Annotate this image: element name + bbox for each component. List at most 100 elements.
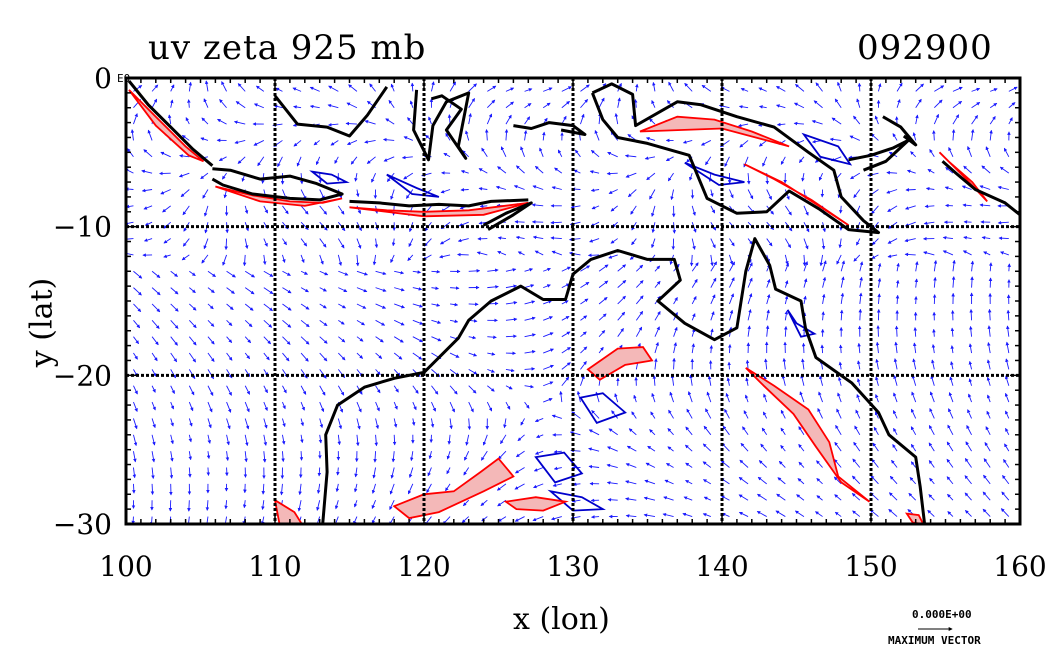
wind-vector (465, 434, 470, 446)
wind-vector (337, 254, 343, 266)
wind-vector (375, 418, 380, 430)
wind-vector (686, 408, 693, 419)
wind-vector (520, 146, 525, 157)
wind-vector (747, 325, 751, 337)
wind-vector (524, 350, 536, 354)
wind-vector (337, 238, 345, 249)
y-tick-label: −30 (53, 508, 112, 541)
wind-vector (126, 237, 134, 241)
wind-vector (756, 493, 767, 501)
wind-vector (356, 221, 362, 232)
wind-vector (729, 277, 735, 288)
wind-vector (951, 276, 956, 288)
wind-vector (160, 151, 171, 158)
wind-vector (766, 309, 770, 321)
wind-vector (625, 172, 637, 178)
wind-vector (598, 280, 609, 288)
wind-vector (575, 149, 581, 158)
wind-vector (702, 461, 712, 468)
wind-vector (610, 238, 618, 244)
wind-vector (431, 385, 439, 395)
wind-vector (543, 300, 553, 305)
wind-vector (1002, 475, 1010, 485)
wind-vector (263, 238, 268, 247)
wind-vector (691, 262, 699, 272)
wind-vector (853, 189, 861, 199)
wind-vector (691, 313, 696, 321)
wind-vector (543, 267, 551, 272)
wind-vector (427, 467, 432, 477)
wind-vector (986, 376, 991, 386)
wind-vector (685, 426, 693, 436)
wind-vector (133, 113, 138, 125)
y-tick-label: −10 (53, 211, 112, 244)
wind-vector (356, 238, 362, 249)
x-tick-label: 160 (993, 550, 1046, 583)
wind-vector (207, 385, 214, 397)
wind-vector (179, 154, 190, 158)
wind-vector (911, 391, 917, 403)
wind-vector (180, 189, 190, 198)
wind-vector (319, 270, 329, 276)
wind-vector (133, 385, 138, 395)
wind-vector (590, 150, 600, 158)
wind-vector (803, 238, 809, 250)
wind-vector (133, 451, 137, 463)
wind-vector (946, 458, 954, 468)
wind-vector (852, 510, 861, 517)
wind-vector (610, 205, 618, 212)
wind-vector (476, 251, 488, 256)
positive-contour-sumatra_w (128, 89, 205, 163)
wind-vector (682, 140, 693, 144)
wind-vector (887, 205, 898, 212)
wind-vector (952, 259, 956, 272)
wind-vector (758, 87, 767, 92)
wind-vector (390, 83, 395, 92)
wind-vector (524, 401, 530, 409)
wind-vector (725, 392, 730, 403)
wind-vector (705, 156, 712, 166)
wind-vector (905, 188, 916, 192)
wind-vector (207, 336, 215, 345)
wind-vector (244, 418, 250, 430)
wind-vector (505, 368, 515, 373)
wind-vector (500, 434, 507, 445)
wind-vector (281, 434, 286, 445)
wind-vector (665, 156, 674, 162)
wind-vector (207, 369, 214, 380)
wind-vector (855, 409, 861, 419)
wind-vector (670, 189, 675, 201)
wind-vector (858, 308, 863, 321)
wind-vector (316, 483, 321, 494)
wind-vector (181, 254, 190, 261)
wind-vector (468, 269, 481, 273)
wind-vector (738, 477, 749, 485)
positive-contour-wa_interior (392, 457, 515, 520)
coastlines (127, 80, 1020, 524)
negative-contour-arafura (684, 161, 745, 186)
wind-vector (334, 516, 339, 524)
wind-vector (875, 394, 879, 403)
wind-vector (407, 483, 414, 495)
wind-vector (573, 169, 581, 174)
wind-vector (449, 319, 459, 324)
wind-vector (338, 336, 346, 343)
wind-vector (409, 100, 414, 108)
wind-vector (742, 426, 749, 436)
wind-vector (896, 262, 900, 272)
wind-vector (253, 140, 265, 146)
wind-vector (449, 352, 460, 358)
wind-vector (202, 189, 209, 199)
wind-vector (643, 513, 656, 518)
wind-vector (664, 479, 674, 485)
wind-vector (672, 222, 677, 234)
wind-vector (710, 238, 716, 249)
axis-ticks (125, 77, 1021, 525)
x-tick-label: 140 (695, 550, 748, 583)
wind-vector (200, 137, 209, 141)
wind-vector (775, 86, 786, 92)
wind-vector (981, 165, 991, 174)
wind-vector (631, 411, 637, 419)
wind-vector (925, 186, 935, 191)
wind-vector (950, 327, 955, 337)
